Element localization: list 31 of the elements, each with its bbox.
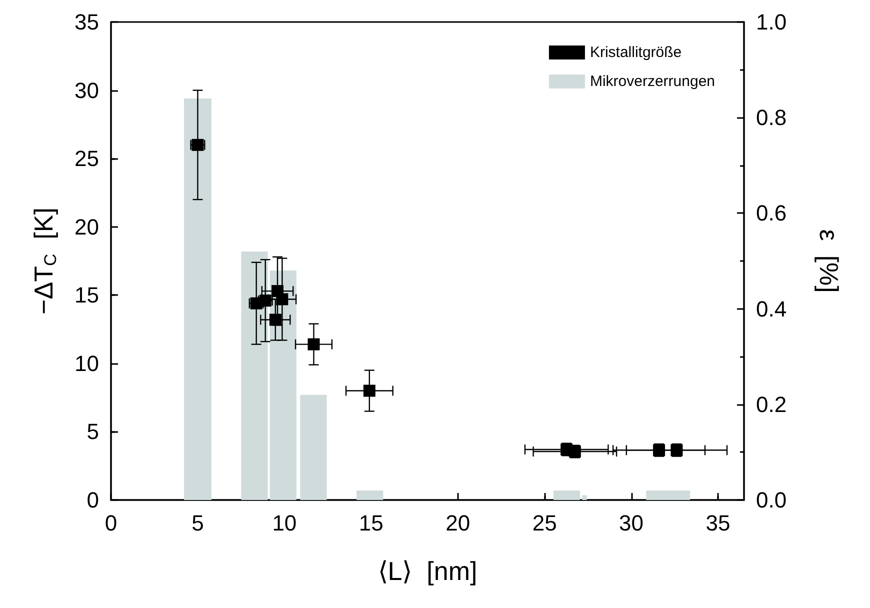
- point: [308, 338, 320, 350]
- y2-tick-label: 0.2: [756, 392, 787, 417]
- y2-tick-label: 1.0: [756, 10, 787, 34]
- y-tick-label: 5: [86, 419, 99, 444]
- legend-label: Mikroverzerrungen: [590, 73, 715, 90]
- x-tick-label: 10: [272, 510, 297, 536]
- y-tick-label: 15: [74, 282, 99, 308]
- x-tick-label: 15: [358, 510, 384, 536]
- y-tick-label: 30: [74, 78, 99, 103]
- point: [363, 384, 376, 397]
- y-tick-label: 35: [74, 10, 99, 34]
- legend-label: Kristallitgröße: [590, 44, 682, 61]
- y2-tick-label: 0.0: [756, 488, 787, 512]
- x-tick-label: 30: [619, 510, 644, 536]
- y2-tick-label: 0.4: [756, 296, 787, 322]
- x-tick-label: 20: [446, 510, 470, 536]
- y-axis-title: −ΔTC [K]: [28, 208, 60, 314]
- y2-axis-title: ε [%]: [814, 229, 844, 293]
- y-tick-label: 10: [74, 350, 99, 376]
- y-tick-label: 20: [74, 214, 99, 240]
- y2-tick-label: 0.8: [756, 105, 787, 130]
- point: [276, 293, 288, 306]
- y2-tick-label: 0.6: [756, 200, 787, 226]
- x-tick-label: 5: [192, 510, 204, 536]
- x-tick-label: 35: [706, 510, 730, 536]
- x-tick-label: 25: [532, 510, 557, 536]
- y-tick-label: 0: [86, 488, 99, 512]
- x-tick-label: 0: [104, 510, 118, 536]
- y-tick-label: 25: [74, 146, 99, 172]
- point: [269, 314, 282, 326]
- x-axis-title: ⟨L⟩ [nm]: [378, 556, 478, 586]
